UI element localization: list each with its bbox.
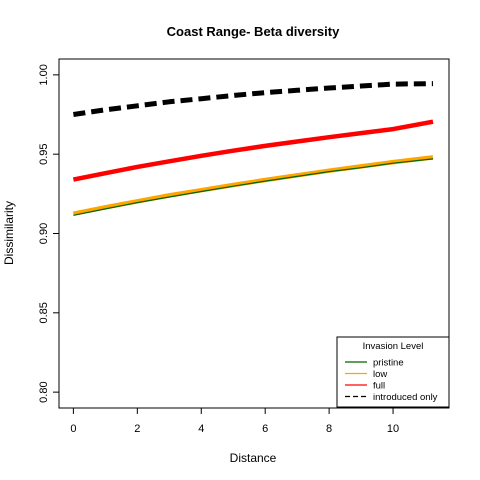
x-axis-title: Distance xyxy=(230,451,277,465)
legend-title: Invasion Level xyxy=(363,341,424,352)
series-line-low xyxy=(72,155,434,216)
legend-label: pristine xyxy=(373,358,404,369)
chart-title: Coast Range- Beta diversity xyxy=(167,24,340,39)
series-layer xyxy=(72,81,434,216)
series-line-pristine xyxy=(73,158,434,216)
legend-label: introduced only xyxy=(373,392,438,403)
y-tick-label: 0.85 xyxy=(38,302,50,323)
y-tick-label: 0.80 xyxy=(38,381,50,402)
x-tick-label: 0 xyxy=(70,423,76,435)
y-axis-title: Dissimilarity xyxy=(2,201,16,265)
x-axis: 0 2 4 6 8 10 xyxy=(70,407,399,435)
y-tick-label: 1.00 xyxy=(38,64,50,85)
y-tick-label: 0.90 xyxy=(38,223,50,244)
series-line-introduced-only xyxy=(73,81,434,117)
x-tick-label: 6 xyxy=(262,423,268,435)
legend-box xyxy=(336,336,450,408)
x-tick-label: 8 xyxy=(326,423,332,435)
legend-label: full xyxy=(373,381,385,392)
x-tick-label: 2 xyxy=(134,423,140,435)
series-line-full xyxy=(72,119,434,182)
x-tick-label: 10 xyxy=(387,423,399,435)
x-tick-label: 4 xyxy=(198,423,204,435)
y-tick-label: 0.95 xyxy=(38,143,50,164)
legend: Invasion Level pristinelowfullintroduced… xyxy=(336,336,450,408)
y-axis: 0.80 0.85 0.90 0.95 1.00 xyxy=(38,64,60,403)
legend-label: low xyxy=(373,369,387,380)
